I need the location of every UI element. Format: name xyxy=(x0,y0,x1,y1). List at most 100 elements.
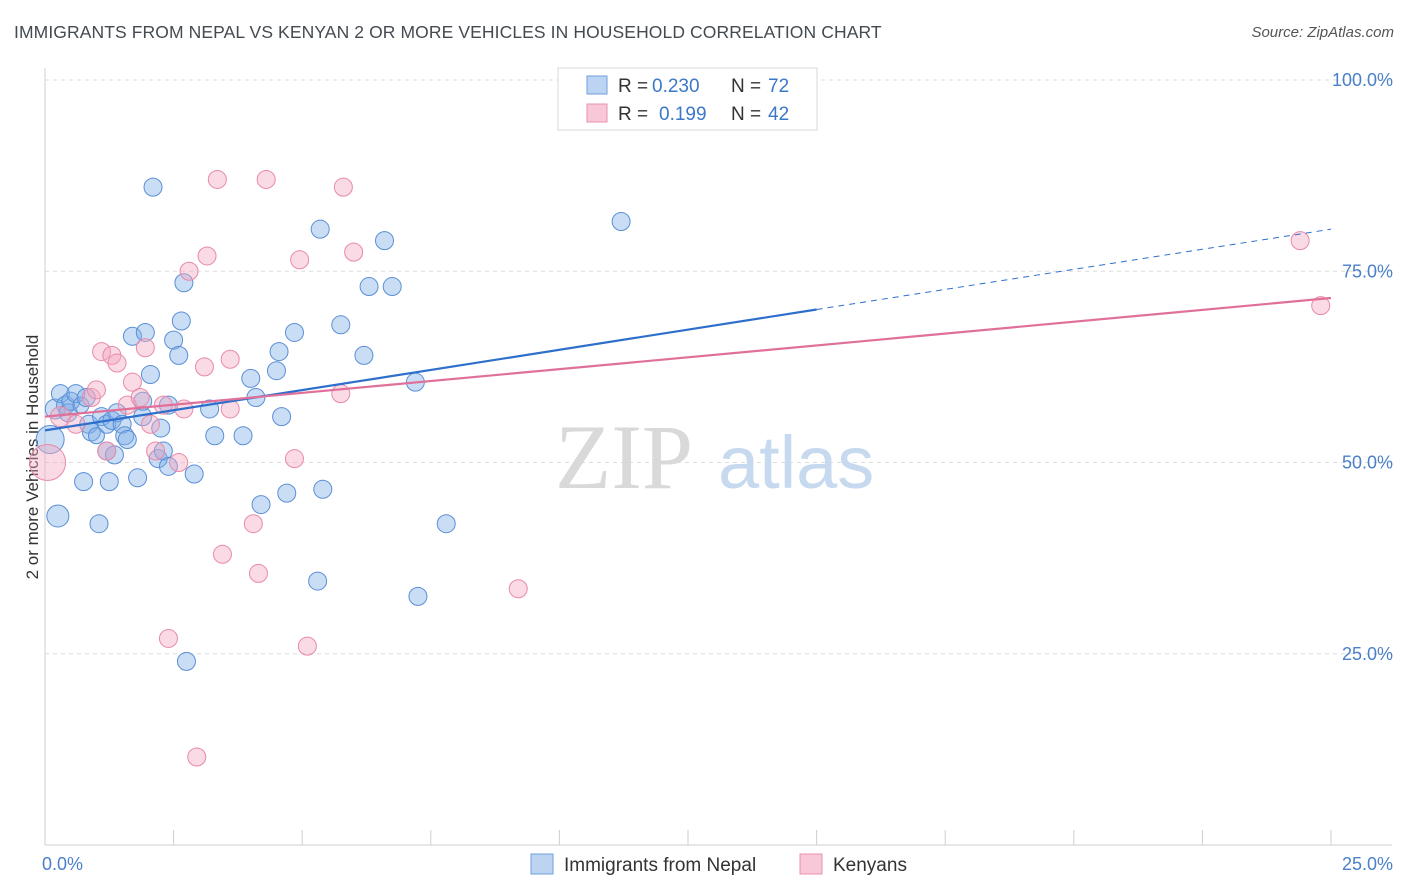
y-tick-label: 50.0% xyxy=(1342,453,1393,473)
data-point xyxy=(117,430,137,450)
data-point xyxy=(284,449,304,469)
data-point xyxy=(205,426,225,446)
x-tick-label: 0.0% xyxy=(42,854,83,874)
data-point xyxy=(197,246,217,266)
data-point xyxy=(344,242,364,262)
legend-n-value-nepal: 72 xyxy=(768,76,789,97)
data-point xyxy=(184,464,204,484)
data-point xyxy=(272,407,292,427)
data-point xyxy=(333,177,353,197)
data-point xyxy=(408,586,428,606)
data-point xyxy=(143,177,163,197)
data-point xyxy=(140,365,160,385)
data-point xyxy=(256,169,276,189)
correlation-legend: R = 0.230 N = 72 R = 0.199 N = 42 xyxy=(557,67,818,131)
trend-line-nepal-extension xyxy=(816,228,1332,310)
data-point xyxy=(158,628,178,648)
trend-line-nepal xyxy=(44,308,817,432)
data-point xyxy=(187,747,207,767)
data-point xyxy=(97,441,117,461)
data-point xyxy=(140,414,160,434)
series-legend: Immigrants from Nepal Kenyans xyxy=(530,853,907,876)
trend-line-kenyans xyxy=(44,296,1332,418)
data-point xyxy=(176,651,196,671)
data-point xyxy=(89,514,109,534)
gridlines xyxy=(45,79,1392,655)
data-point xyxy=(122,372,142,392)
data-point xyxy=(29,444,67,481)
data-point xyxy=(313,479,333,499)
axes xyxy=(44,68,1392,846)
chart-title: IMMIGRANTS FROM NEPAL VS KENYAN 2 OR MOR… xyxy=(14,22,882,42)
data-point xyxy=(611,212,631,232)
bottom-legend-label-kenyans: Kenyans xyxy=(833,855,907,876)
data-point xyxy=(266,361,286,381)
data-point xyxy=(375,231,395,251)
data-point xyxy=(86,380,106,400)
data-point xyxy=(354,345,374,365)
data-point xyxy=(158,456,178,476)
data-point xyxy=(290,250,310,270)
data-point xyxy=(243,514,263,534)
data-point xyxy=(151,418,171,438)
y-tick-labels: 25.0% 50.0% 75.0% 100.0% xyxy=(1332,70,1393,664)
data-point xyxy=(46,504,70,528)
x-tick-label: 25.0% xyxy=(1342,854,1393,874)
data-point xyxy=(169,453,189,472)
data-point xyxy=(508,579,528,599)
data-point xyxy=(233,426,253,446)
y-axis-label: 2 or more Vehicles in Household xyxy=(23,335,42,580)
bottom-legend-swatch-nepal xyxy=(530,853,554,875)
data-point xyxy=(359,277,379,297)
data-point xyxy=(66,384,86,404)
data-point xyxy=(122,326,142,346)
bottom-legend-swatch-kenyans xyxy=(799,853,823,875)
legend-r-label-kenyans: R = xyxy=(618,104,648,125)
data-point xyxy=(135,338,155,358)
data-point xyxy=(107,353,127,373)
watermark: ZIP atlas xyxy=(555,406,874,508)
data-point xyxy=(128,468,148,488)
data-point xyxy=(99,472,119,492)
data-point xyxy=(310,219,330,239)
data-point xyxy=(1311,296,1331,316)
data-point xyxy=(269,342,289,362)
watermark-zip: ZIP xyxy=(555,406,693,508)
data-point xyxy=(169,345,189,365)
data-point xyxy=(277,483,297,503)
legend-r-value-nepal: 0.230 xyxy=(652,76,700,97)
data-point xyxy=(284,322,304,342)
data-point xyxy=(135,322,155,342)
series-kenyans-points xyxy=(29,169,1331,767)
data-point xyxy=(74,472,94,492)
trend-lines xyxy=(44,228,1332,432)
data-point xyxy=(146,441,166,461)
data-point xyxy=(174,273,194,293)
data-point xyxy=(248,563,268,583)
chart-source: Source: ZipAtlas.com xyxy=(1251,24,1394,41)
data-point xyxy=(241,368,261,388)
data-point xyxy=(194,357,214,377)
data-point xyxy=(35,425,65,455)
data-point xyxy=(76,387,96,407)
data-point xyxy=(308,571,328,591)
legend-n-label-nepal: N = xyxy=(731,76,761,97)
bottom-legend-label-nepal: Immigrants from Nepal xyxy=(564,855,756,876)
legend-swatch-nepal xyxy=(586,75,608,95)
data-point xyxy=(50,384,70,404)
data-point xyxy=(207,169,227,189)
data-point xyxy=(92,342,112,362)
y-tick-label: 100.0% xyxy=(1332,70,1393,90)
legend-r-label-nepal: R = xyxy=(618,76,648,97)
legend-swatch-kenyans xyxy=(586,103,608,123)
data-point xyxy=(382,277,402,297)
data-point xyxy=(1290,231,1310,251)
data-point xyxy=(220,349,240,369)
data-point xyxy=(164,330,184,350)
y-tick-label: 75.0% xyxy=(1342,261,1393,281)
data-point xyxy=(436,514,456,534)
legend-n-value-kenyans: 42 xyxy=(768,104,789,125)
data-point xyxy=(153,441,173,461)
data-point xyxy=(297,636,317,656)
